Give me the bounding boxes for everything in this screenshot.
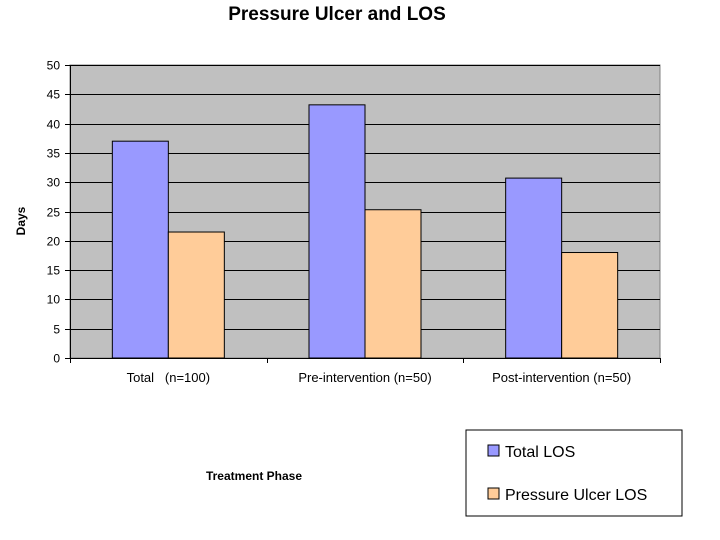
legend-label-total-los: Total LOS [505,444,575,461]
legend-box [465,429,683,517]
y-axis-title: Days [14,206,28,235]
bar-total-los-2 [505,177,563,359]
x-category-label: Total (n=100) [127,370,210,385]
y-tick-label: 20 [47,235,61,249]
bar-total-los-0 [111,140,169,359]
x-category-label: Post-intervention (n=50) [492,370,631,385]
legend: Total LOS Pressure Ulcer LOS [465,429,683,517]
y-tick-label: 10 [47,293,61,307]
y-tick-label: 15 [47,264,61,278]
legend-swatch-total-los [487,444,500,457]
y-tick-label: 30 [47,176,61,190]
legend-swatch-pressure-ulcer-los [487,487,500,500]
y-tick-label: 35 [47,147,61,161]
bar-pressure-ulcer-los-2 [561,252,619,359]
x-category-label: Pre-intervention (n=50) [298,370,431,385]
y-tick-label: 40 [47,118,61,132]
y-tick-label: 0 [53,352,60,366]
x-axis-title: Treatment Phase [206,469,302,483]
bar-pressure-ulcer-los-0 [167,231,225,359]
y-tick-label: 5 [53,323,60,337]
legend-label-pressure-ulcer-los: Pressure Ulcer LOS [505,487,647,504]
y-tick-label: 25 [47,206,61,220]
bar-pressure-ulcer-los-1 [364,209,422,359]
bar-total-los-1 [308,104,366,359]
chart-title: Pressure Ulcer and LOS [228,4,446,25]
y-tick-label: 45 [47,88,61,102]
y-tick-label: 50 [47,59,61,73]
